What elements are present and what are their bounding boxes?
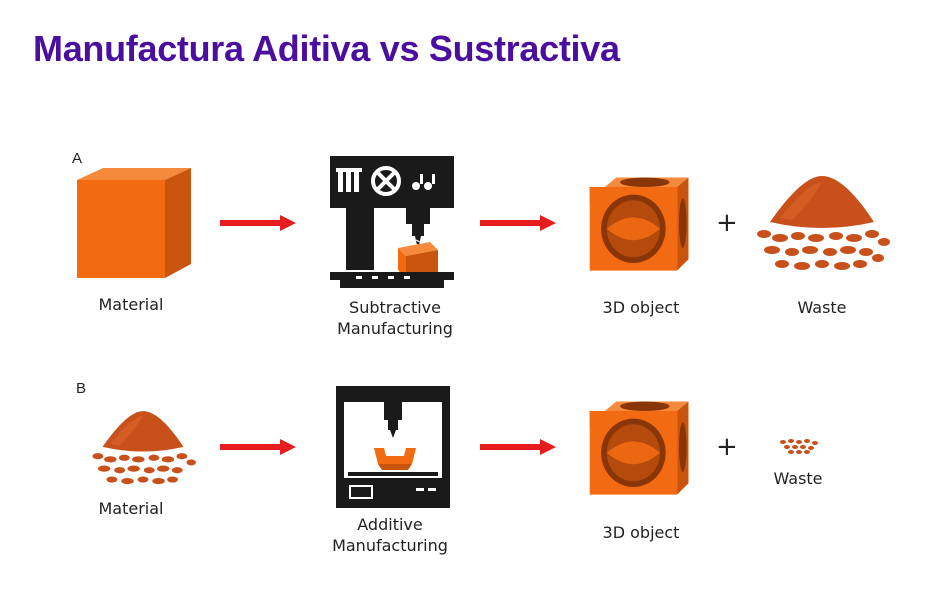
- material-cube-icon: [77, 168, 191, 278]
- arrow-icon: [480, 215, 556, 231]
- arrow-icon: [220, 439, 296, 455]
- row-a-machine-label-line2: Manufacturing: [337, 319, 453, 338]
- material-powder-icon: [92, 411, 196, 485]
- row-b-label: B: [76, 380, 87, 397]
- row-b-machine-label: Additive Manufacturing: [320, 514, 460, 556]
- arrow-icon: [220, 215, 296, 231]
- row-b-waste-label: Waste: [773, 469, 823, 488]
- row-a-plus: +: [716, 208, 738, 238]
- waste-pile-icon: [757, 176, 890, 270]
- 3d-object-icon: [584, 392, 698, 506]
- row-b-material-label: Material: [98, 499, 164, 518]
- row-b-machine-label-line1: Additive: [357, 515, 423, 534]
- 3d-object-icon: [584, 168, 698, 282]
- row-a-label: A: [72, 150, 83, 167]
- row-b-machine-label-line2: Manufacturing: [332, 536, 448, 555]
- row-a-machine-label-line1: Subtractive: [349, 298, 441, 317]
- page-title: Manufactura Aditiva vs Sustractiva: [33, 28, 620, 69]
- 3d-printer-icon: [336, 386, 450, 508]
- row-b-object-label: 3D object: [602, 523, 680, 542]
- row-a-object-label: 3D object: [602, 298, 680, 317]
- row-b-plus: +: [716, 432, 738, 462]
- cnc-mill-icon: [330, 156, 454, 288]
- row-a-material-label: Material: [98, 295, 164, 314]
- arrow-icon: [480, 439, 556, 455]
- row-a-machine-label: Subtractive Manufacturing: [325, 297, 465, 339]
- row-a-waste-label: Waste: [797, 298, 847, 317]
- small-waste-icon: [780, 439, 818, 454]
